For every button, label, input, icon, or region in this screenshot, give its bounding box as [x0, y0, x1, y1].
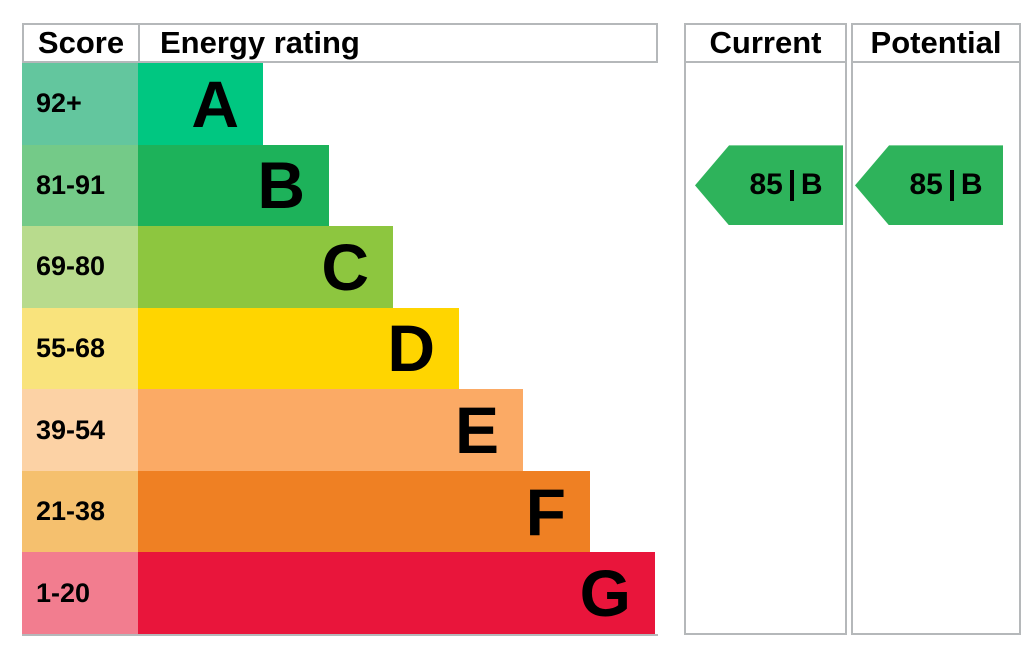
rating-table: Score Energy rating 92+ A 81-91 B 69-80 C 55-6… — [22, 23, 658, 636]
energy-band-bar: D — [138, 307, 459, 390]
score-range-label: 69-80 — [22, 226, 138, 308]
band-row-c: 69-80 C — [22, 226, 658, 308]
potential-column: Potential — [851, 23, 1021, 635]
band-rows: 92+ A 81-91 B 69-80 C 55-68 D 39-54 E 21-38 F 1-20 G — [22, 63, 658, 636]
rating-table-header: Score Energy rating — [22, 23, 658, 63]
band-letter: C — [321, 229, 369, 304]
score-column-header: Score — [24, 25, 140, 61]
rating-separator-bar — [949, 169, 954, 201]
band-row-d: 55-68 D — [22, 307, 658, 390]
energy-band-bar: E — [138, 389, 523, 471]
band-row-g: 1-20 G — [22, 552, 658, 634]
potential-rating-arrow: 85 B — [855, 145, 1003, 226]
score-range-label: 1-20 — [22, 552, 138, 634]
energy-band-bar: A — [138, 63, 263, 145]
score-range-label: 21-38 — [22, 470, 138, 553]
band-row-e: 39-54 E — [22, 389, 658, 471]
score-range-label: 81-91 — [22, 144, 138, 227]
band-row-f: 21-38 F — [22, 470, 658, 553]
energy-band-bar: B — [138, 144, 329, 227]
potential-rating-value: 85 — [909, 168, 943, 202]
potential-rating-letter: B — [960, 168, 983, 202]
energy-rating-column-header: Energy rating — [160, 25, 360, 60]
rating-separator-bar — [789, 169, 794, 201]
energy-band-bar: C — [138, 226, 393, 308]
score-range-label: 92+ — [22, 63, 138, 145]
band-letter: G — [579, 556, 631, 631]
current-rating-value: 85 — [749, 168, 783, 202]
current-column-header: Current — [686, 25, 845, 63]
score-range-label: 39-54 — [22, 389, 138, 471]
current-column: Current — [684, 23, 847, 635]
energy-band-bar: F — [138, 470, 590, 553]
band-row-b: 81-91 B — [22, 144, 658, 227]
band-letter: F — [525, 474, 566, 549]
score-range-label: 55-68 — [22, 307, 138, 390]
current-rating-letter: B — [800, 168, 823, 202]
potential-column-header: Potential — [853, 25, 1019, 63]
band-letter: D — [387, 311, 435, 386]
band-letter: E — [454, 393, 499, 468]
current-rating-arrow: 85 B — [695, 145, 843, 226]
energy-band-bar: G — [138, 552, 655, 634]
band-letter: B — [257, 148, 305, 223]
band-letter: A — [191, 66, 239, 141]
band-row-a: 92+ A — [22, 63, 658, 145]
